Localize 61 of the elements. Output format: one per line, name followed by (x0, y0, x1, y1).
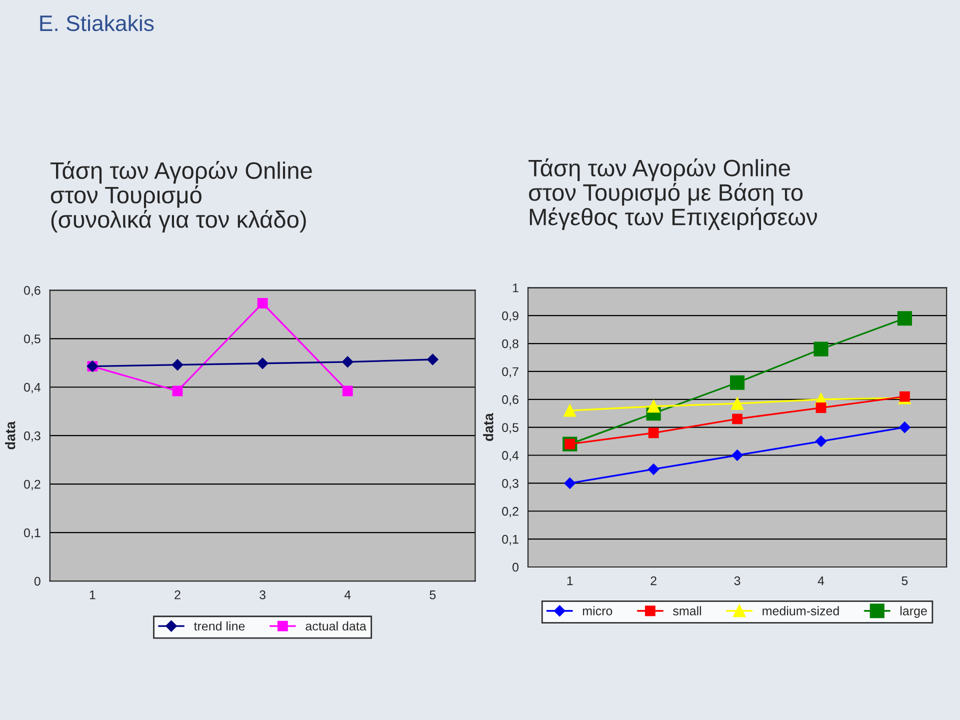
x-tick-label: 5 (902, 576, 908, 586)
x-tick-label: 1 (567, 576, 573, 586)
text: E. Stiakakis (40, 14, 154, 32)
y-tick-label: 0,6 (502, 395, 518, 406)
point (899, 422, 910, 433)
x-tick-label: 4 (818, 576, 824, 586)
x-tick-label: 2 (174, 590, 180, 600)
point (732, 450, 743, 461)
y-tick-label: 0,2 (24, 480, 40, 490)
point (256, 358, 268, 369)
y-tick-label: 0,1 (24, 528, 40, 539)
x-tick-label: 5 (430, 590, 436, 600)
chart-title: Τάση των Αγορών Online στον Τουρισμό (συνολικά για τον κλάδο) (50, 160, 312, 233)
chart-title: Τάση των Αγορών Online στον Τουρισμό με Βάση το Μέγεθος των Επιχειρήσεων (528, 158, 817, 230)
y-axis-title: data (483, 412, 494, 442)
point (342, 356, 354, 368)
y-axis-title: data (5, 421, 16, 450)
y-tick-label: 0,1 (502, 534, 518, 546)
x-tick-label: 2 (650, 576, 656, 586)
point (815, 436, 827, 447)
point (564, 404, 576, 417)
legend-label: actual data (306, 621, 366, 631)
y-tick-label: 0,2 (502, 506, 518, 518)
y-tick-label: 0,9 (502, 311, 518, 322)
y-tick-label: 0 (512, 562, 518, 572)
point (814, 342, 828, 356)
point (257, 298, 268, 308)
x-tick-label: 3 (734, 576, 740, 586)
x-tick-label: 1 (90, 590, 96, 600)
point (731, 397, 744, 410)
x-tick-label: 3 (260, 590, 266, 600)
y-tick-label: 0,3 (502, 478, 518, 490)
point (647, 400, 660, 413)
point (730, 375, 745, 390)
point (172, 359, 184, 370)
y-tick-label: 0,8 (502, 339, 518, 350)
point (897, 311, 912, 326)
legend-label: medium-sized (762, 606, 839, 616)
y-tick-label: 0,6 (24, 286, 40, 296)
x-tick-label: 4 (344, 590, 351, 600)
point (816, 402, 826, 413)
point (342, 386, 353, 396)
y-tick-label: 0,4 (24, 382, 41, 394)
point (427, 354, 438, 366)
legend-label: small (673, 606, 702, 616)
y-tick-label: 0,5 (24, 334, 40, 345)
y-tick-label: 1 (512, 284, 518, 292)
legend-label: large (900, 606, 927, 618)
y-tick-label: 0,7 (502, 367, 518, 378)
point (899, 391, 910, 402)
point (648, 428, 659, 438)
point (172, 386, 183, 396)
y-tick-label: 0 (34, 576, 40, 586)
y-tick-label: 0,3 (24, 431, 40, 442)
y-tick-label: 0,4 (502, 451, 519, 462)
y-tick-label: 0,5 (502, 423, 518, 434)
point (732, 414, 742, 424)
legend-label: trend line (194, 621, 245, 631)
legend-label: micro (582, 606, 612, 616)
point (564, 478, 576, 489)
point (648, 464, 660, 475)
